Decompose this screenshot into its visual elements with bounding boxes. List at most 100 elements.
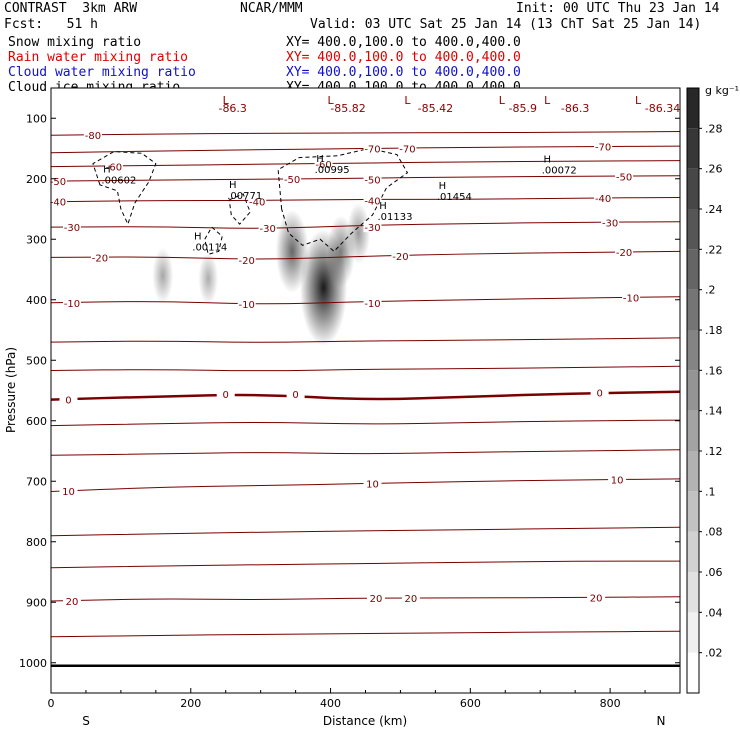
contour-label: 0 [65, 396, 71, 407]
contour-label: 10 [62, 487, 75, 498]
high-marker: H [543, 154, 551, 165]
snow-blob [198, 252, 219, 305]
colorbar-tick-label: .14 [705, 405, 723, 418]
colorbar-tick-label: .08 [705, 526, 723, 539]
low-marker: L [327, 94, 334, 107]
contour-label: -10 [623, 293, 639, 304]
contour-label-bg [391, 250, 410, 262]
contour-label: -20 [92, 253, 108, 264]
contour-label-bg [594, 140, 613, 152]
contour-label: -40 [364, 197, 380, 208]
contour-label-bg [62, 595, 81, 607]
colorbar-cell [687, 572, 699, 613]
y-tick-label: 200 [26, 173, 47, 186]
contour-label: 20 [66, 597, 79, 608]
colorbar-cell [687, 652, 699, 693]
x-tick-label: 400 [320, 697, 341, 710]
low-marker: L [499, 94, 506, 107]
contour-label-bg [83, 129, 102, 141]
y-tick-label: 500 [26, 354, 47, 367]
contour-label-bg [62, 296, 81, 308]
temperature-contour [51, 449, 680, 456]
contour-label-bg [398, 142, 417, 154]
x-tick-label: 600 [460, 697, 481, 710]
low-value: -86.3 [561, 102, 589, 115]
contour-label: 10 [366, 480, 379, 491]
y-tick-label: 300 [26, 233, 47, 246]
colorbar-unit: g kg⁻¹ [705, 84, 739, 97]
low-marker: L [223, 94, 230, 107]
colorbar-cell [687, 88, 699, 129]
contour-label: -40 [50, 198, 66, 209]
field-snow-name: Snow mixing ratio [8, 35, 142, 50]
contour-label: -40 [595, 194, 611, 205]
cloud-ice-outline [228, 193, 251, 225]
plot-area [51, 88, 680, 693]
contour-label: -20 [239, 256, 255, 267]
field-rain-xy: XY= 400.0,100.0 to 400.0,400.0 [286, 50, 521, 65]
contour-label-bg [363, 173, 382, 185]
low-value: -86.3 [218, 102, 246, 115]
temperature-contour [51, 526, 680, 537]
high-value: .01133 [377, 212, 412, 223]
contour-label: -70 [399, 145, 415, 156]
contour-label-bg [48, 195, 67, 207]
contour-label-bg [363, 296, 382, 308]
temperature-contour [51, 630, 680, 638]
colorbar-cell [687, 451, 699, 492]
contour-label: 20 [405, 594, 418, 605]
high-value: .00771 [227, 191, 262, 202]
x-tick-label: 800 [600, 697, 621, 710]
contour-label-bg [248, 195, 267, 207]
colorbar-tick-label: .22 [705, 243, 723, 256]
contour-label: -10 [239, 300, 255, 311]
snow-blob [152, 247, 174, 304]
low-value: -86.34 [645, 102, 680, 115]
contour-label: 20 [370, 594, 383, 605]
colorbar-tick-label: .04 [705, 606, 723, 619]
contour-label-bg [608, 473, 627, 485]
high-marker: H [103, 165, 111, 176]
contour-label: -10 [64, 299, 80, 310]
contour-label: -20 [392, 252, 408, 263]
temperature-contour [51, 250, 680, 260]
temperature-contour [51, 337, 680, 343]
contour-label: 0 [223, 390, 229, 401]
contour-label: -50 [616, 172, 632, 183]
colorbar-cell [687, 168, 699, 209]
low-value: -85.82 [330, 102, 365, 115]
temperature-contour [51, 131, 680, 136]
contour-label: -10 [364, 299, 380, 310]
contour-label-bg [601, 216, 620, 228]
colorbar-tick-label: .24 [705, 203, 723, 216]
high-value: .01454 [437, 192, 472, 203]
contour-label-bg [286, 388, 305, 400]
contour-label: -80 [85, 131, 101, 142]
contour-label-bg [366, 592, 385, 604]
contour-label-bg [615, 170, 634, 182]
high-value: .00072 [542, 165, 577, 176]
colorbar-tick-label: .06 [705, 566, 723, 579]
contour-label: 20 [590, 593, 603, 604]
contour-label-bg [62, 221, 81, 233]
contour-label-bg [59, 484, 78, 496]
high-marker: H [439, 181, 447, 192]
contour-label-bg [48, 175, 67, 187]
contour-label-bg [363, 477, 382, 489]
cloud-ice-outline [92, 151, 157, 226]
y-tick-label: 100 [26, 112, 47, 125]
y-tick-label: 900 [26, 596, 47, 609]
y-tick-label: 400 [26, 294, 47, 307]
contour-label: -70 [595, 143, 611, 154]
contour-label: -30 [64, 223, 80, 234]
contour-label: -30 [364, 223, 380, 234]
colorbar-cell [687, 370, 699, 411]
field-snow-xy: XY= 400.0,100.0 to 400.0,400.0 [286, 35, 521, 50]
contour-label-bg [59, 393, 78, 405]
y-tick-label: 700 [26, 475, 47, 488]
high-marker: H [379, 201, 387, 212]
contour-label: -60 [106, 163, 122, 174]
init-time: Init: 00 UTC Thu 23 Jan 14 [516, 1, 720, 16]
colorbar-tick-label: .02 [705, 647, 723, 660]
